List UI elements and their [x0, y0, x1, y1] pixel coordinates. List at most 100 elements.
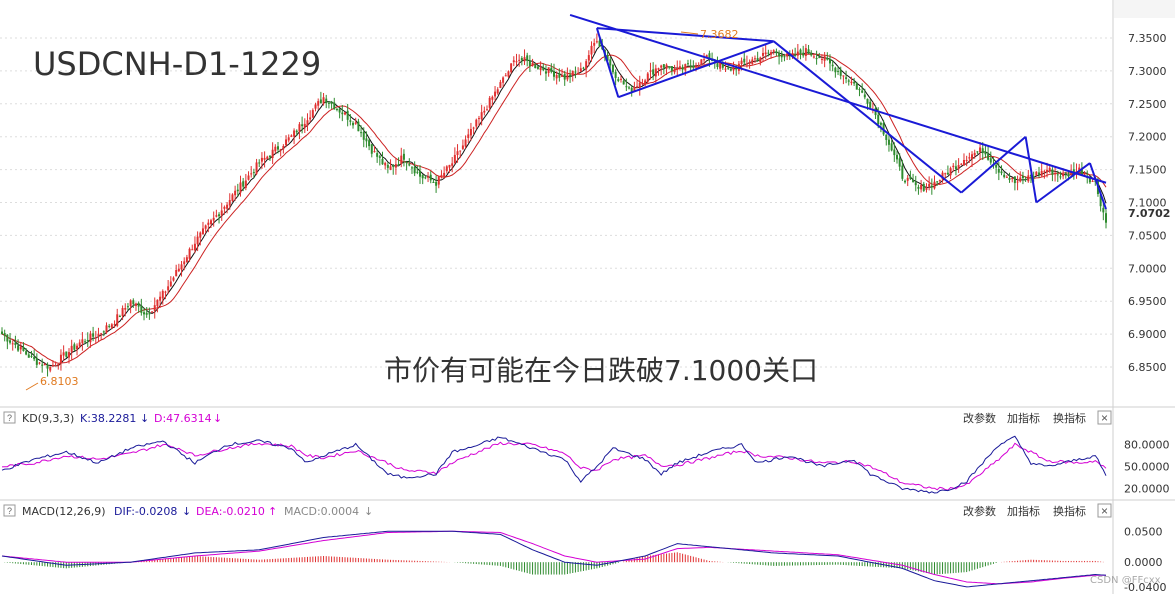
candle-body	[863, 94, 866, 98]
candle-body	[210, 220, 213, 224]
candle-body	[644, 80, 647, 86]
macd-y-axis: 0.0500 0.0000 -0.0400	[1124, 525, 1166, 594]
high-price-pointer	[680, 31, 699, 35]
candle-body	[427, 176, 430, 178]
candle-body	[1032, 176, 1035, 178]
candle-body	[566, 74, 569, 80]
candle-body	[960, 163, 963, 165]
candle-body	[277, 146, 279, 150]
candle-body	[587, 55, 590, 61]
candle-body	[654, 68, 657, 77]
candle-body	[392, 165, 395, 168]
candle-body	[850, 81, 853, 84]
macd-help-icon[interactable]: ?	[7, 506, 12, 516]
candle-body	[920, 184, 923, 190]
candle-body	[1056, 174, 1059, 176]
candle-body	[989, 158, 992, 163]
kd-y-axis: 80.0000 50.0000 20.0000	[1124, 439, 1170, 496]
kd-add-indicator-button[interactable]: 加指标	[1007, 411, 1040, 425]
candle-body	[22, 347, 25, 351]
kd-help-box[interactable]	[3, 411, 16, 424]
candle-body	[196, 236, 199, 245]
candle-body	[585, 61, 588, 70]
candle-body	[984, 151, 987, 155]
candle-body	[368, 140, 371, 147]
candle-body	[309, 117, 312, 120]
candle-body	[965, 159, 968, 161]
candle-body	[110, 324, 113, 328]
candle-body	[668, 66, 671, 68]
kd-close-icon[interactable]: ×	[1101, 411, 1108, 425]
candle-body	[697, 65, 700, 67]
candle-body	[890, 143, 893, 151]
candle-body	[547, 67, 550, 73]
candle-body	[633, 87, 636, 92]
candle-body	[89, 333, 92, 343]
candle-body	[981, 148, 984, 154]
candle-body	[660, 65, 663, 68]
candle-body	[317, 101, 320, 106]
kd-title: KD(9,3,3)	[22, 412, 74, 425]
candle-body	[590, 45, 593, 55]
kd-switch-indicator-button[interactable]: 换指标	[1053, 411, 1086, 425]
candle-body	[628, 87, 631, 89]
macd-dif-arrow: ↓	[182, 505, 191, 518]
candle-body	[703, 59, 706, 61]
candle-body	[1091, 180, 1094, 182]
candle-body	[121, 308, 124, 317]
candle-body	[507, 71, 510, 77]
macd-switch-indicator-button[interactable]: 换指标	[1053, 504, 1086, 518]
macd-change-params-button[interactable]: 改参数	[963, 504, 996, 518]
candle-body	[475, 119, 478, 127]
candle-body	[113, 324, 116, 326]
macd-help-box[interactable]	[3, 504, 16, 517]
candle-body	[1038, 172, 1041, 175]
kd-help-icon[interactable]: ?	[7, 413, 12, 423]
macd-add-indicator-button[interactable]: 加指标	[1007, 504, 1040, 518]
candle-body	[97, 333, 100, 336]
candle-body	[812, 56, 815, 58]
candle-body	[33, 357, 36, 360]
candle-body	[180, 264, 183, 270]
candle-body	[842, 75, 845, 77]
candle-body	[847, 80, 850, 82]
candle-body	[756, 58, 759, 61]
candle-body	[3, 333, 6, 336]
candle-body	[27, 354, 30, 358]
candle-body	[780, 54, 783, 58]
kd-change-params-button[interactable]: 改参数	[963, 411, 996, 425]
candle-body	[148, 313, 151, 315]
candle-body	[314, 104, 317, 109]
macd-close-icon[interactable]: ×	[1101, 504, 1108, 518]
candle-body	[732, 66, 735, 71]
candle-body	[740, 60, 743, 64]
candle-body	[804, 48, 807, 57]
candle-body	[108, 325, 111, 327]
candle-body	[335, 109, 338, 111]
candle-body	[287, 137, 290, 141]
candle-body	[869, 101, 872, 108]
candle-body	[539, 67, 542, 71]
candle-body	[453, 154, 456, 164]
candle-body	[126, 306, 129, 308]
candle-body	[384, 162, 387, 166]
candle-body	[258, 162, 261, 164]
candle-body	[861, 90, 864, 93]
price-y-tick-label: 7.0500	[1128, 229, 1167, 242]
macd-close-button[interactable]	[1097, 503, 1112, 518]
candle-body	[456, 151, 459, 156]
candle-body	[11, 343, 14, 345]
candle-body	[360, 132, 363, 134]
candle-body	[285, 139, 288, 146]
kd-close-button[interactable]	[1097, 410, 1112, 425]
candle-body	[244, 180, 247, 188]
candle-body	[526, 55, 529, 61]
candle-body	[167, 286, 170, 291]
candle-body	[62, 352, 65, 356]
candle-body	[834, 67, 837, 73]
macd-dif-line	[1, 530, 1107, 588]
candle-body	[477, 118, 480, 120]
candle-body	[343, 112, 346, 115]
candle-body	[408, 164, 411, 166]
